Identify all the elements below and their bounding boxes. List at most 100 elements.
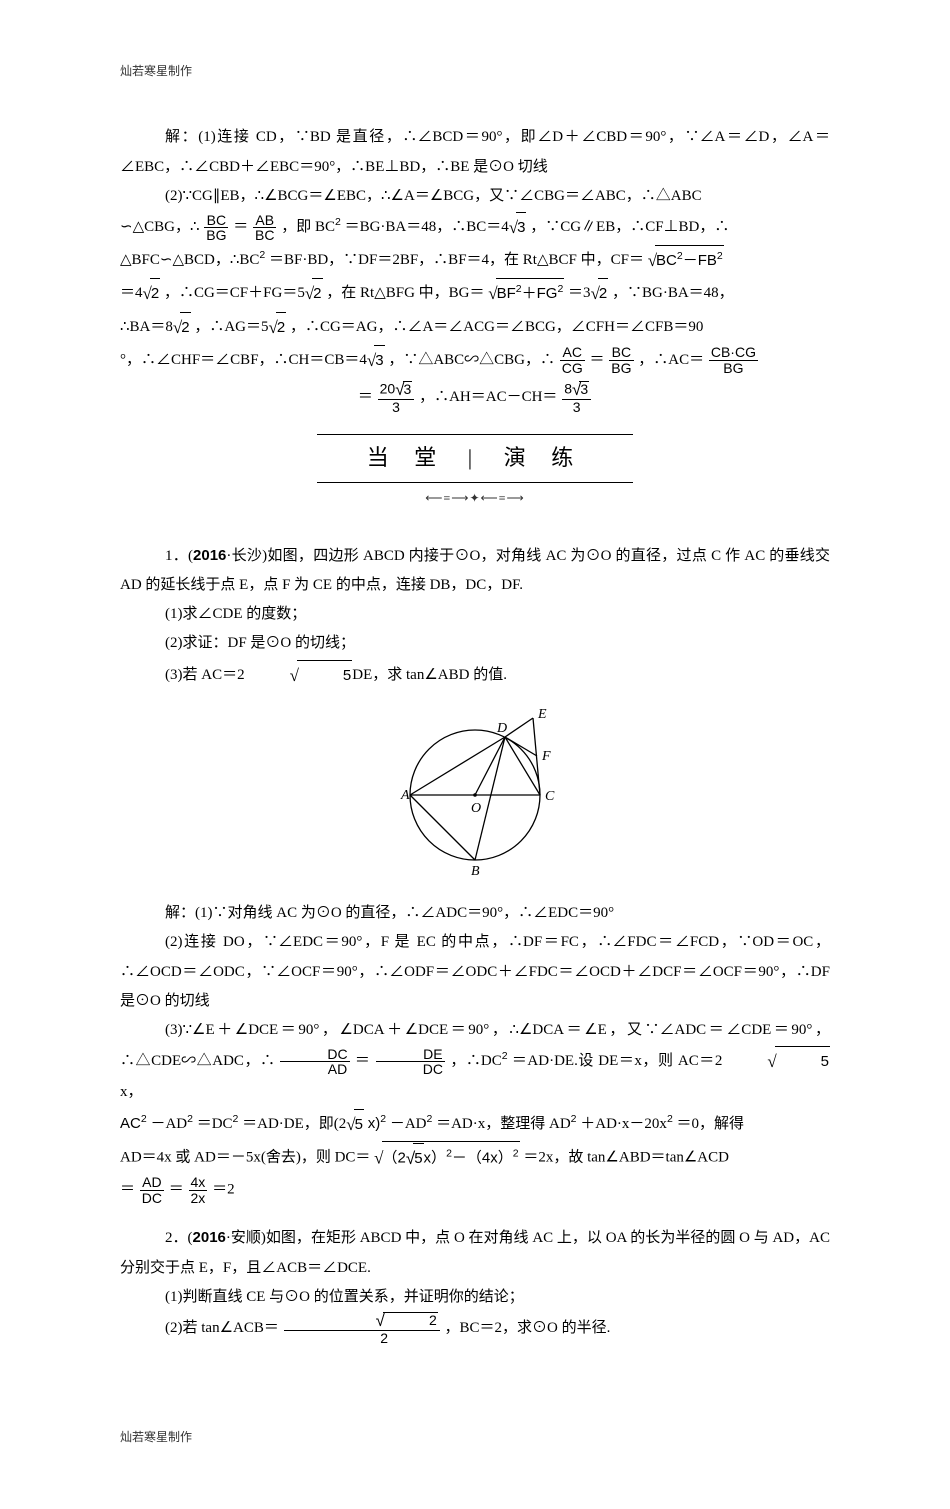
fraction-ad-dc: ADDC [140,1175,164,1205]
text: 1．( [165,548,193,564]
text: x， [120,1084,143,1100]
sqrt-bf2-fg2: √BF2＋FG2 [488,277,564,310]
fraction-dc-ad: DCAD [280,1047,349,1077]
sqrt-2: √2 [269,311,287,344]
svg-text:O: O [471,801,481,816]
sqrt-2: √2 [305,277,323,310]
text: ＝AD·DE.设 DE＝x，则 AC＝2 [512,1053,722,1069]
text: ＝ [355,1053,371,1069]
text: °，∴∠CHF＝∠CBF，∴CH＝CB＝4 [120,352,367,368]
sqrt-3: √3 [367,344,385,377]
text: ＝4 [120,285,143,301]
text: ＝AD·DE，即(2 [242,1116,346,1132]
text: ，∴AG＝5 [194,319,268,335]
text: ＋AD·x－20x [580,1116,667,1132]
text: DE，求 tan∠ABD 的值. [352,667,507,683]
text: 2．( [165,1230,193,1246]
solution-line-6: °，∴∠CHF＝∠CBF，∴CH＝CB＝4√3 ，∵△ABC∽△CBG，∴ AC… [120,344,830,377]
text: (3)若 AC＝2 [165,667,245,683]
fraction-ac-cg: ACCG [560,345,585,375]
solution-line-4: ＝4√2 ，∴CG＝CF＋FG＝5√2 ，在 Rt△BFG 中，BG＝ √BF2… [120,277,830,310]
problem-1-sub1: (1)求∠CDE 的度数； [120,600,830,629]
solution-line-2a: (2)∵CG∥EB，∴∠BCG＝∠EBC，∴∠A＝∠BCG，又∵∠CBG＝∠AB… [120,182,830,211]
sqrt-long: √（2√5x）2－（4x）2 [374,1141,519,1175]
fraction-8r3-3: 8√33 [562,381,591,415]
text: ＝ [358,389,373,405]
text: －AD [150,1116,187,1132]
answer-1-p2: (2)连接 DO，∵∠EDC＝90°，F 是 EC 的中点，∴DF＝FC，∴∠F… [120,928,830,1016]
text: ，∴AH＝AC－CH＝ [419,389,557,405]
text: ＝2x，故 tan∠ABD＝tan∠ACD [523,1149,729,1165]
svg-text:C: C [545,789,555,804]
solution-line-2b: ∽△CBG，∴ BCBG ＝ ABBC ，即 BC2 ＝BG·BA＝48，∴BC… [120,211,830,244]
text: ＝ [590,352,605,368]
sqrt-2: √2 [591,277,609,310]
text: ，在 Rt△BFG 中，BG＝ [326,285,484,301]
sqrt-5: √5 [245,659,353,692]
text: －AD [390,1116,427,1132]
text: ，∵BG·BA＝48， [612,285,734,301]
answer-1-p6: ＝ ADDC ＝ 4x2x ＝2 [120,1175,830,1205]
svg-text:E: E [537,707,547,722]
sqrt-5: √5 [346,1108,364,1141]
text: ＝ [233,219,248,235]
answer-1-p1: 解：(1)∵对角线 AC 为⊙O 的直径，∴∠ADC＝90°，∴∠EDC＝90° [120,899,830,928]
answer-1-p4: AC2 －AD2 ＝DC2 ＝AD·DE，即(2√5 x)2 －AD2 ＝AD·… [120,1108,830,1141]
solution-line-1: 解：(1)连接 CD，∵BD 是直径，∴∠BCD＝90°，即∠D＋∠CBD＝90… [120,123,830,182]
answer-1-p3: (3)∵∠E＋∠DCE＝90°，∠DCA＋∠DCE＝90°，∴∠DCA＝∠E，又… [120,1016,830,1108]
text: ＝ [120,1182,135,1198]
sqrt-5: √5 [722,1045,830,1078]
problem-1-diagram: A B C D E F O [120,700,830,891]
sqrt-2: √2 [173,311,191,344]
svg-text:D: D [496,721,507,736]
text: ，∴CG＝CF＋FG＝5 [164,285,305,301]
text: ＝3 [568,285,591,301]
text: ＝ [169,1182,184,1198]
banner-divider: | [468,437,482,480]
fraction-cbcg-bg: CB·CGBG [709,345,758,375]
text: (2)若 tan∠ACB＝ [165,1320,279,1336]
problem-2-sub2: (2)若 tan∠ACB＝ √22 ，BC＝2，求⊙O 的半径. [120,1312,830,1346]
banner-left: 当 堂 [367,445,447,470]
text: ，∵△ABC∽△CBG，∴ [388,352,555,368]
text: ＝AD·x，整理得 AD [436,1116,571,1132]
text: ，∴DC [450,1053,501,1069]
text: ∴BA＝8 [120,319,173,335]
text: ，BC＝2，求⊙O 的半径. [445,1320,611,1336]
fraction-r2-2: √22 [284,1312,440,1346]
footer-note: 灿若寒星制作 [120,1426,830,1449]
banner-right: 演 练 [504,445,584,470]
text: ，∵CG∥EB，∴CF⊥BD，∴ [530,219,729,235]
solution-line-3: △BFC∽△BCD，∴BC2 ＝BF·BD，∵DF＝2BF，∴BF＝4，在 Rt… [120,244,830,277]
text: ＝BG·BA＝48，∴BC＝4 [345,219,509,235]
banner-ornament: ⟵≡⟶✦⟵≡⟶ [120,487,830,510]
text: △BFC∽△BCD，∴BC [120,252,259,268]
text: ·安顺)如图，在矩形 ABCD 中，点 O 在对角线 AC 上，以 OA 的长为… [120,1230,830,1275]
fraction-bc-bg: BCBG [609,345,633,375]
svg-text:F: F [541,749,551,764]
problem-1-sub2: (2)求证：DF 是⊙O 的切线； [120,629,830,658]
section-banner: 当 堂 | 演 练 ⟵≡⟶✦⟵≡⟶ [120,434,830,510]
solution-line-5: ∴BA＝8√2 ，∴AG＝5√2 ，∴CG＝AG，∴∠A＝∠ACG＝∠BCG，∠… [120,311,830,344]
text: ∽△CBG，∴ [120,219,200,235]
year: 2016 [193,1229,226,1246]
solution-line-7: ＝ 20√33 ，∴AH＝AC－CH＝ 8√33 [120,381,830,415]
text: ＝BF·BD，∵DF＝2BF，∴BF＝4，在 Rt△BCF 中，CF＝ [269,252,644,268]
fraction-20r3-3: 20√33 [378,381,415,415]
text: ＝2 [212,1182,235,1198]
problem-2-intro: 2．(2016·安顺)如图，在矩形 ABCD 中，点 O 在对角线 AC 上，以… [120,1223,830,1283]
sqrt-3: √3 [509,211,527,244]
answer-1-p5: AD＝4x 或 AD＝－5x(舍去)，则 DC＝ √（2√5x）2－（4x）2 … [120,1141,830,1175]
fraction-de-dc: DEDC [376,1047,445,1077]
fraction-bc-bg: BCBG [204,213,228,243]
text: AD＝4x 或 AD＝－5x(舍去)，则 DC＝ [120,1149,370,1165]
fraction-ab-bc: ABBC [253,213,276,243]
svg-text:B: B [471,864,480,879]
year: 2016 [193,547,226,564]
problem-1-intro: 1．(2016·长沙)如图，四边形 ABCD 内接于⊙O，对角线 AC 为⊙O … [120,541,830,601]
text: ，∴AC＝ [638,352,704,368]
text: x) [368,1115,381,1132]
fraction-4x-2x: 4x2x [189,1175,208,1205]
sqrt-2: √2 [143,277,161,310]
header-note: 灿若寒星制作 [120,60,830,83]
